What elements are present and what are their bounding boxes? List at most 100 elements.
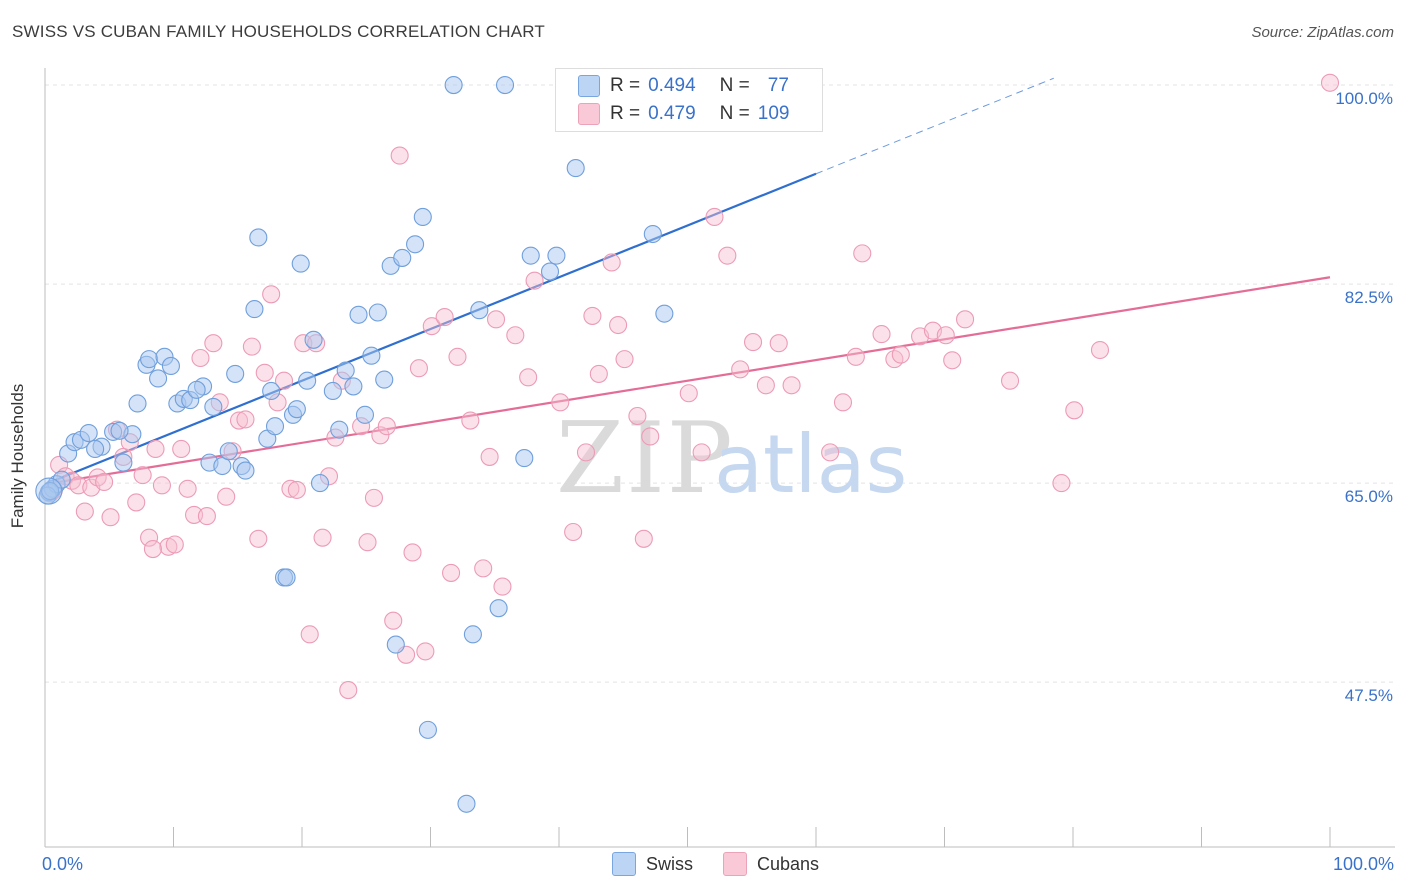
swiss-point	[457, 794, 476, 813]
cubans-point	[731, 360, 750, 379]
cubans-point	[718, 246, 737, 265]
cubans-point	[255, 363, 274, 382]
cubans-point	[589, 364, 608, 383]
cubans-point	[602, 253, 621, 272]
cubans-point	[628, 406, 647, 426]
swiss-point	[393, 248, 412, 267]
cubans-point	[846, 347, 865, 366]
y-tick-label: 65.0%	[1345, 487, 1393, 506]
cubans-point	[480, 447, 499, 466]
cubans-point	[525, 271, 544, 290]
cubans-r-label: R =	[610, 103, 641, 124]
y-tick-label: 100.0%	[1335, 89, 1393, 108]
axes	[44, 68, 1395, 848]
cubans-point	[403, 543, 422, 562]
cubans-point	[564, 522, 583, 542]
cubans-point	[641, 427, 660, 446]
cubans-points	[41, 73, 1340, 700]
swiss-point	[355, 405, 375, 424]
cubans-point	[853, 244, 872, 263]
cubans-point	[576, 443, 596, 462]
cubans-point	[127, 493, 146, 512]
legend-cubans-swatch	[723, 852, 748, 876]
cubans-point	[615, 350, 634, 369]
swiss-point	[79, 423, 98, 443]
cubans-point	[236, 410, 255, 429]
cubans-point	[197, 507, 216, 526]
swiss-point	[489, 599, 508, 618]
swiss-point	[444, 76, 463, 95]
cubans-point	[101, 508, 120, 527]
cubans-n-value: 109	[757, 103, 790, 124]
legend-item-swiss[interactable]: Swiss	[612, 852, 693, 876]
series-legend: Swiss Cubans	[612, 852, 839, 876]
swiss-point	[277, 568, 296, 587]
swiss-point	[114, 453, 133, 472]
swiss-point	[110, 421, 129, 440]
cubans-point	[217, 487, 236, 506]
cubans-point	[281, 479, 300, 498]
cubans-point	[140, 528, 159, 547]
swiss-point	[41, 481, 60, 501]
cubans-point	[692, 443, 711, 462]
x-tick-label-max: 100.0%	[1333, 854, 1394, 874]
swiss-point	[540, 262, 560, 281]
swiss-point	[265, 417, 285, 436]
swiss-point	[140, 350, 159, 369]
cubans-point	[229, 411, 249, 430]
watermark-atlas: atlas	[714, 418, 907, 511]
stats-legend: R = 0.494 N = 77 R = 0.479 N = 109	[555, 68, 823, 132]
swiss-point	[287, 400, 306, 419]
cubans-point	[1090, 340, 1110, 360]
cubans-point	[133, 466, 152, 485]
cubans-point	[872, 325, 891, 344]
cubans-point	[146, 439, 165, 459]
cubans-point	[358, 533, 377, 552]
stats-row-swiss: R = 0.494 N = 77	[578, 73, 789, 99]
cubans-point	[486, 310, 506, 329]
cubans-point	[461, 411, 480, 430]
legend-swiss-label: Swiss	[646, 853, 694, 874]
cubans-n-label: N =	[719, 103, 750, 124]
cubans-point	[409, 359, 428, 378]
swiss-point	[262, 381, 281, 401]
cubans-point	[743, 333, 763, 352]
swiss-point	[236, 461, 255, 480]
x-tick-label-min: 0.0%	[42, 854, 83, 874]
swiss-point	[330, 420, 349, 439]
swiss-point	[566, 159, 585, 178]
cubans-point	[75, 502, 94, 521]
cubans-r-value: 0.479	[648, 103, 696, 124]
swiss-n-value: 77	[767, 75, 789, 96]
cubans-point	[474, 559, 493, 578]
cubans-point	[583, 306, 602, 325]
swiss-point	[323, 381, 342, 401]
swiss-n-label: N =	[719, 75, 750, 96]
legend-item-cubans[interactable]: Cubans	[723, 852, 819, 876]
swiss-point	[226, 364, 245, 383]
swiss-point	[547, 246, 566, 265]
swiss-point	[245, 300, 264, 319]
cubans-point	[936, 326, 955, 345]
swiss-point	[349, 305, 368, 324]
swiss-point	[128, 394, 147, 413]
swiss-point	[413, 207, 432, 227]
swiss-point	[291, 254, 310, 273]
cubans-point	[634, 529, 653, 548]
cubans-point	[769, 334, 788, 353]
y-axis-label: Family Households	[8, 383, 27, 529]
swiss-point	[515, 449, 534, 468]
cubans-point	[756, 376, 775, 395]
swiss-point	[463, 625, 482, 644]
swiss-point	[204, 397, 223, 416]
cubans-point	[384, 611, 403, 630]
legend-swiss-swatch	[612, 852, 636, 876]
swiss-point	[149, 369, 168, 388]
cubans-swatch	[578, 103, 600, 125]
swiss-point	[86, 439, 105, 459]
cubans-point	[377, 417, 396, 436]
swiss-point	[655, 304, 674, 323]
cubans-point	[442, 563, 461, 582]
y-tick-label: 82.5%	[1345, 288, 1393, 307]
